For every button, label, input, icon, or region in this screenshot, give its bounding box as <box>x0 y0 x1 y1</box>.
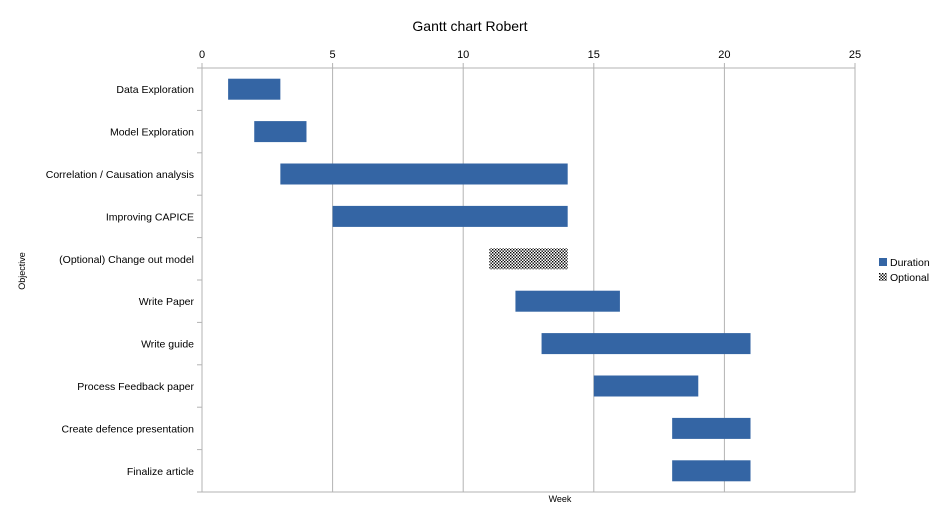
category-label: Create defence presentation <box>61 423 194 435</box>
gridlines <box>332 68 725 492</box>
category-label: Write guide <box>141 339 194 351</box>
category-label: Correlation / Causation analysis <box>46 169 194 181</box>
x-tick-labels: 0 5 10 15 20 25 <box>199 49 861 61</box>
category-label: Process Feedback paper <box>77 381 194 393</box>
duration-bar <box>332 205 568 227</box>
duration-bar <box>254 121 307 143</box>
x-tick-label: 10 <box>457 49 469 61</box>
category-label: Improving CAPICE <box>106 211 194 223</box>
legend-label: Optional <box>890 272 929 284</box>
optional-bar <box>489 248 568 270</box>
duration-bar <box>672 417 751 439</box>
duration-bar <box>593 375 699 397</box>
duration-bar <box>280 163 568 185</box>
x-tick-label: 25 <box>849 49 861 61</box>
category-label: Model Exploration <box>110 127 194 139</box>
x-tick-label: 0 <box>199 49 205 61</box>
bars <box>228 78 751 482</box>
x-tick-label: 20 <box>718 49 730 61</box>
axes <box>197 63 856 493</box>
duration-bar <box>672 460 751 482</box>
category-label: Finalize article <box>127 466 194 478</box>
x-tick-label: 15 <box>588 49 600 61</box>
duration-bar <box>515 290 620 312</box>
y-axis-label: Objective <box>17 252 27 290</box>
legend: Duration Optional <box>879 257 930 284</box>
category-label: (Optional) Change out model <box>59 254 194 266</box>
legend-swatch <box>879 258 887 266</box>
legend-swatch <box>879 273 887 281</box>
legend-label: Duration <box>890 257 930 269</box>
category-labels: Data Exploration Model Exploration Correla… <box>46 84 195 478</box>
x-tick-label: 5 <box>330 49 336 61</box>
category-label: Data Exploration <box>116 84 194 96</box>
duration-bar <box>228 78 281 100</box>
chart-title: Gantt chart Robert <box>412 18 527 34</box>
duration-bar <box>541 333 751 355</box>
x-axis-label: Week <box>549 494 572 504</box>
category-label: Write Paper <box>139 296 195 308</box>
